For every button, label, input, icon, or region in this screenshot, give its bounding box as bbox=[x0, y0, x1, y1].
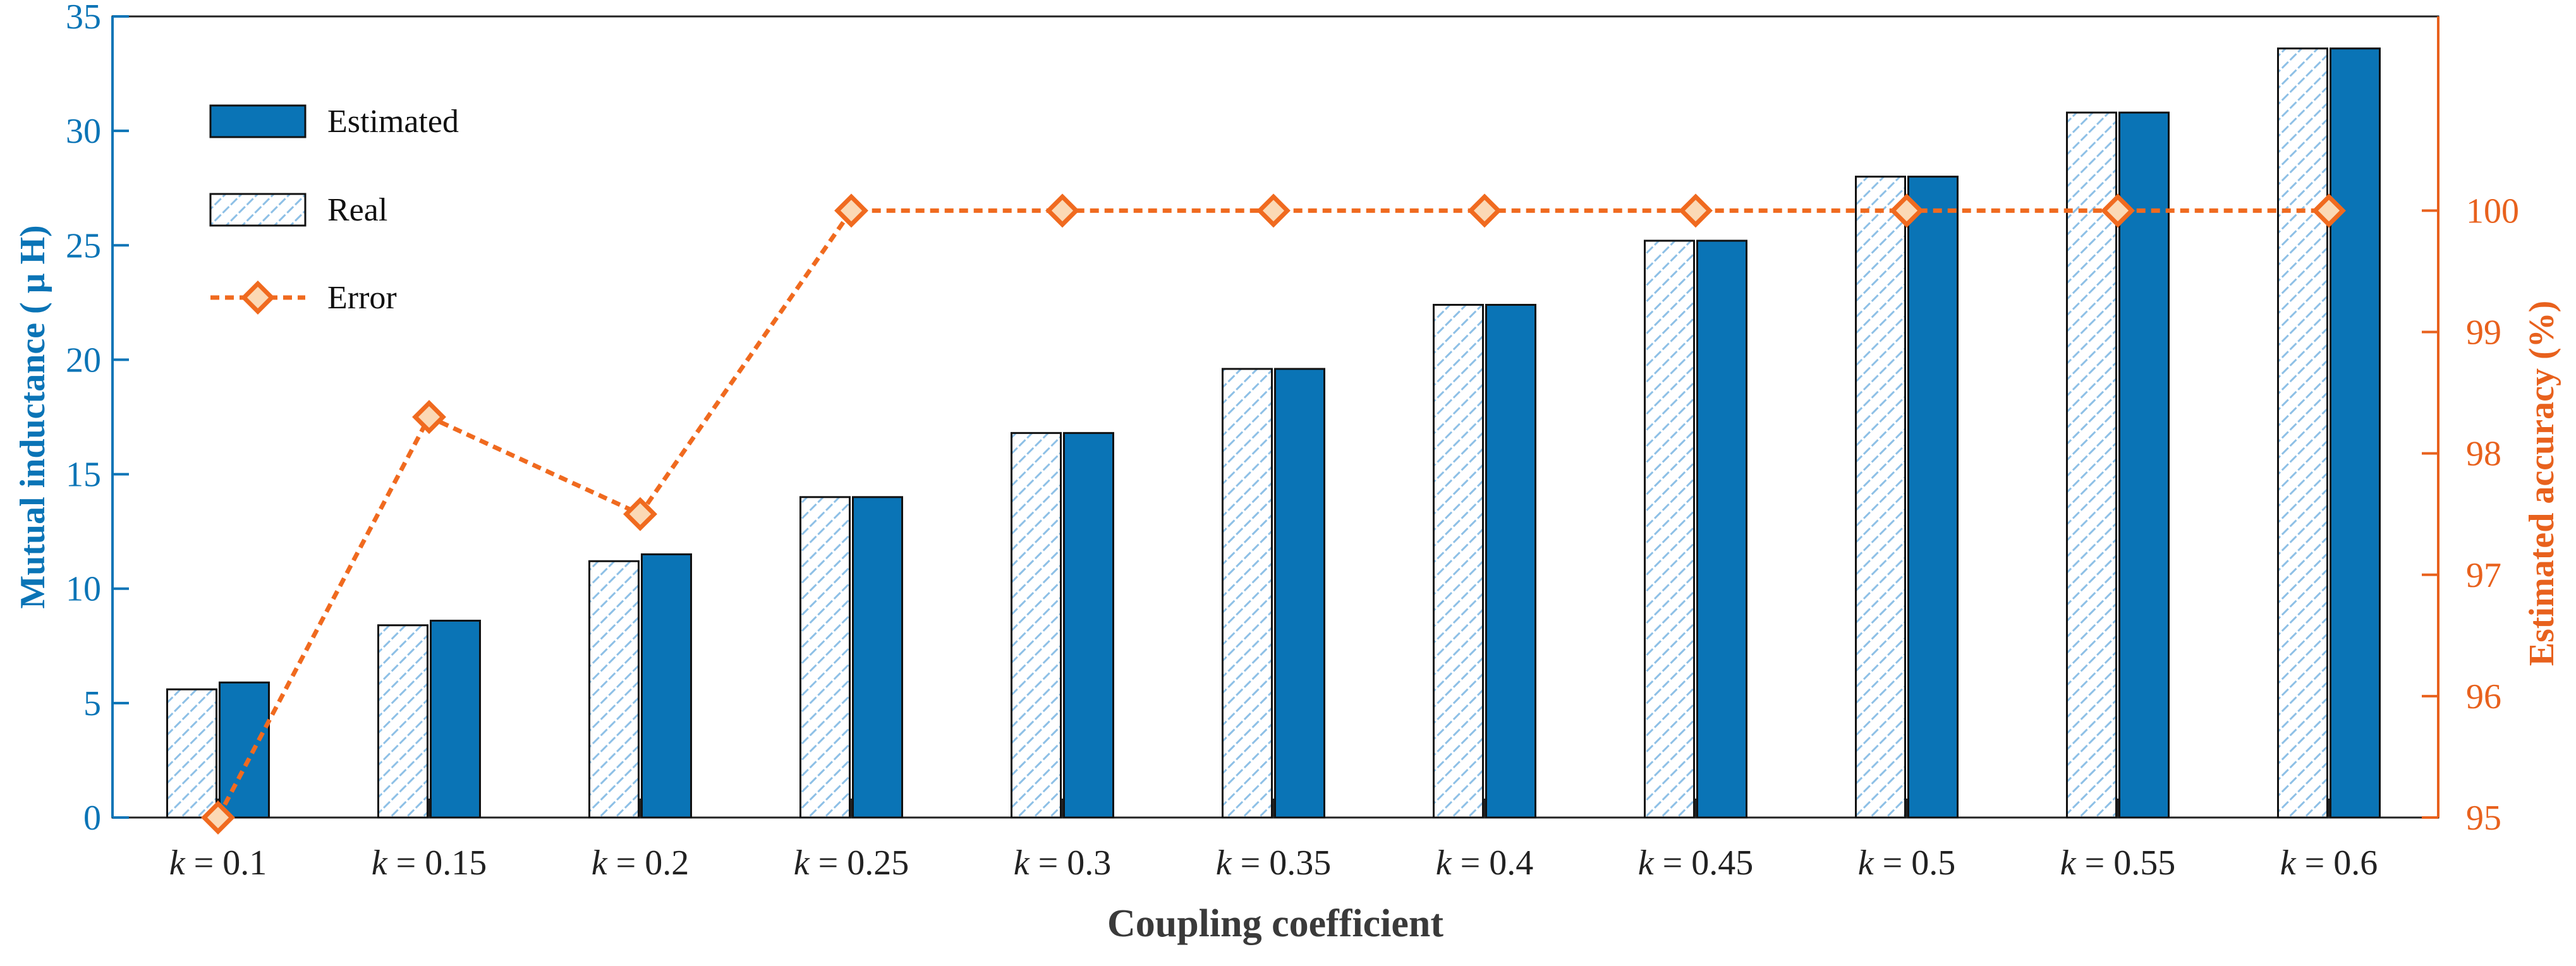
x-tick-label: k = 0.5 bbox=[1858, 843, 1955, 883]
y-left-tick-label: 10 bbox=[66, 570, 101, 609]
estimated-bar bbox=[219, 681, 270, 819]
y-right-tick-label: 98 bbox=[2466, 435, 2501, 474]
legend-error-marker bbox=[241, 281, 275, 315]
y-right-tick-label: 100 bbox=[2466, 191, 2519, 231]
error-marker bbox=[623, 497, 657, 531]
real-bar bbox=[1644, 239, 1695, 819]
real-bar bbox=[1011, 432, 1062, 819]
y-left-tick-label: 30 bbox=[66, 112, 101, 151]
legend-real-swatch bbox=[209, 193, 307, 227]
x-tick-label: k = 0.55 bbox=[2060, 843, 2175, 883]
x-tick-label: k = 0.25 bbox=[794, 843, 909, 883]
error-marker bbox=[201, 800, 235, 835]
y-left-tick-label: 5 bbox=[83, 684, 101, 723]
real-bar bbox=[1222, 368, 1273, 819]
estimated-bar bbox=[2118, 111, 2170, 819]
real-bar bbox=[1433, 303, 1484, 819]
x-tick-label: k = 0.15 bbox=[372, 843, 487, 883]
legend-error-label: Error bbox=[327, 280, 397, 316]
x-tick-label: k = 0.45 bbox=[1638, 843, 1753, 883]
x-tick-label: k = 0.3 bbox=[1014, 843, 1111, 883]
x-axis-title: Coupling coefficient bbox=[1107, 902, 1443, 945]
error-marker bbox=[1890, 193, 1924, 228]
estimated-bar bbox=[430, 619, 481, 819]
y-left-tick-label: 15 bbox=[66, 456, 101, 495]
estimated-bar bbox=[1274, 368, 1325, 819]
estimated-bar bbox=[1063, 432, 1114, 819]
legend-estimated-swatch bbox=[209, 104, 307, 138]
y-left-tick-label: 25 bbox=[66, 226, 101, 265]
estimated-bar bbox=[852, 496, 903, 819]
legend-real-label: Real bbox=[327, 192, 387, 228]
error-marker bbox=[2101, 193, 2135, 228]
estimated-bar bbox=[1485, 303, 1536, 819]
y-left-tick-label: 35 bbox=[66, 0, 101, 37]
y-axis-left-title: Mutual inductance ( μ H) bbox=[13, 225, 52, 608]
real-bar bbox=[2277, 47, 2328, 819]
x-tick-label: k = 0.1 bbox=[169, 843, 267, 883]
error-line bbox=[216, 208, 2329, 819]
real-bar bbox=[799, 496, 851, 819]
real-bar bbox=[588, 560, 640, 819]
x-tick-label: k = 0.2 bbox=[592, 843, 689, 883]
error-marker bbox=[1679, 193, 1713, 228]
y-axis-right-title: Estimated accuracy (%) bbox=[2522, 301, 2561, 667]
estimated-bar bbox=[1907, 176, 1959, 819]
estimated-bar bbox=[1696, 239, 1747, 819]
error-marker bbox=[412, 400, 446, 434]
error-marker bbox=[2312, 193, 2346, 228]
estimated-bar bbox=[641, 553, 692, 819]
y-left-tick-label: 0 bbox=[83, 799, 101, 838]
x-tick-label: k = 0.4 bbox=[1436, 843, 1533, 883]
legend-estimated-label: Estimated bbox=[327, 104, 459, 140]
y-right-tick-label: 99 bbox=[2466, 313, 2501, 353]
y-right-tick-label: 96 bbox=[2466, 677, 2501, 716]
x-tick-label: k = 0.6 bbox=[2280, 843, 2378, 883]
real-bar bbox=[377, 624, 428, 819]
estimated-bar bbox=[2330, 47, 2381, 819]
error-marker bbox=[1045, 193, 1079, 228]
y-right-tick-label: 97 bbox=[2466, 556, 2501, 595]
y-right-tick-label: 95 bbox=[2466, 799, 2501, 838]
legend: Estimated Real Error bbox=[209, 104, 459, 316]
x-tick-label: k = 0.35 bbox=[1216, 843, 1331, 883]
error-marker bbox=[1256, 193, 1291, 228]
error-marker bbox=[1467, 193, 1502, 228]
real-bar bbox=[1855, 176, 1906, 819]
real-bar bbox=[166, 688, 217, 819]
error-marker bbox=[834, 193, 868, 228]
y-left-tick-label: 20 bbox=[66, 341, 101, 380]
real-bar bbox=[2066, 111, 2117, 819]
